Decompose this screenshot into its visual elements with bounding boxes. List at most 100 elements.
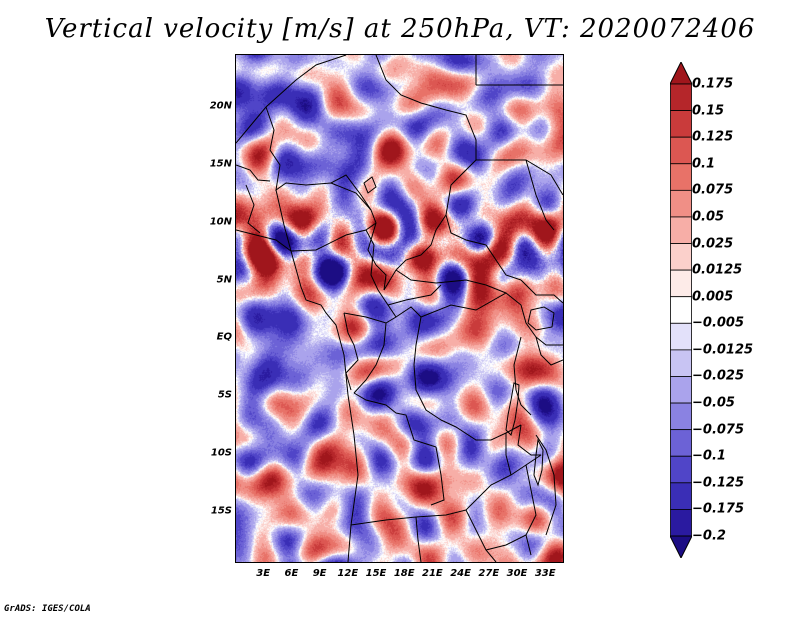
border-line	[236, 55, 347, 144]
colorbar-level-label: 0.1	[692, 156, 716, 172]
border-line	[265, 106, 372, 211]
border-line	[353, 392, 437, 448]
colorbar-swatch	[670, 83, 692, 111]
colorbar-level-label: 0.05	[692, 209, 725, 225]
colorbar-level-label: 0.125	[692, 129, 734, 145]
border-line	[440, 419, 522, 441]
colorbar-level-label: −0.1	[692, 448, 726, 464]
lake-malawi	[533, 438, 544, 487]
lat-tick-label: 15S	[210, 505, 232, 517]
colorbar-level-label: 0.025	[692, 236, 734, 252]
colorbar-swatch	[670, 216, 692, 244]
border-line	[415, 516, 422, 562]
colorbar-swatch	[670, 482, 692, 510]
colorbar-swatch	[670, 349, 692, 377]
colorbar-level-label: −0.075	[692, 422, 745, 438]
border-line	[365, 229, 397, 318]
lon-tick-label: 9E	[312, 568, 327, 579]
lat-tick-label: 20N	[209, 100, 232, 112]
border-line	[476, 159, 563, 196]
border-line	[353, 322, 387, 394]
lon-tick-label: 15E	[365, 568, 387, 579]
colorbar	[670, 62, 692, 558]
border-line	[465, 509, 497, 562]
coastline	[236, 229, 359, 562]
colorbar-swatch	[670, 455, 692, 484]
colorbar-level-label: −0.005	[692, 315, 745, 331]
lon-tick-label: 12E	[337, 568, 359, 579]
colorbar-swatch	[670, 509, 692, 537]
colorbar-level-label: −0.175	[692, 501, 745, 517]
lat-tick-label: 10S	[210, 447, 232, 459]
colorbar-level-label: −0.125	[692, 475, 745, 491]
colorbar-swatch	[670, 296, 692, 324]
software-credit: GrADS: IGES/COLA	[4, 604, 91, 614]
border-line	[387, 284, 442, 306]
colorbar-swatch	[670, 110, 692, 138]
border-line	[485, 534, 527, 551]
border-line	[343, 312, 359, 391]
border-line	[525, 464, 537, 556]
colorbar-level-label: −0.0125	[692, 342, 754, 358]
colorbar-max-arrow	[670, 62, 692, 85]
colorbar-level-label: 0.005	[692, 289, 734, 305]
border-line	[343, 306, 422, 324]
border-line	[520, 279, 563, 304]
colorbar-swatch	[670, 163, 692, 191]
lake-tanganyika	[505, 382, 520, 436]
border-line	[245, 184, 261, 234]
border-line	[445, 214, 522, 281]
colorbar-swatch	[670, 429, 692, 457]
lake-victoria	[527, 306, 555, 331]
lat-tick-label: EQ	[216, 331, 232, 343]
border-line	[420, 292, 537, 338]
border-line	[535, 336, 563, 346]
lon-tick-label: 3E	[256, 568, 271, 579]
border-line	[413, 316, 442, 421]
colorbar-level-label: −0.2	[692, 528, 726, 544]
colorbar-swatch	[670, 376, 692, 404]
map-panel	[235, 54, 564, 563]
lon-tick-label: 30E	[506, 568, 528, 579]
colorbar-swatch	[670, 243, 692, 271]
lake-chad	[363, 176, 377, 194]
border-line	[465, 454, 542, 511]
border-line	[375, 55, 477, 216]
lon-tick-label: 33E	[534, 568, 556, 579]
border-line	[290, 222, 377, 252]
border-line	[430, 446, 445, 506]
lat-tick-label: 10N	[209, 216, 232, 228]
colorbar-swatch	[670, 322, 692, 351]
colorbar-swatch	[670, 189, 692, 218]
colorbar-level-label: −0.05	[692, 395, 735, 411]
colorbar-level-label: −0.025	[692, 368, 745, 384]
lat-tick-label: 5S	[217, 389, 232, 401]
colorbar-swatch	[670, 402, 692, 431]
colorbar-swatch	[670, 136, 692, 165]
border-line	[383, 214, 447, 291]
border-line	[525, 159, 555, 231]
colorbar-level-label: 0.15	[692, 103, 725, 119]
lon-tick-label: 24E	[450, 568, 471, 579]
vertical-velocity-field	[236, 55, 563, 562]
border-line	[275, 189, 292, 252]
colorbar-level-label: 0.075	[692, 182, 734, 198]
colorbar-swatch	[670, 269, 692, 298]
lon-tick-label: 6E	[284, 568, 299, 579]
lon-tick-label: 21E	[422, 568, 443, 579]
lat-tick-label: 5N	[216, 274, 232, 286]
border-line	[535, 434, 557, 536]
border-line	[330, 174, 387, 291]
border-line	[395, 269, 507, 294]
lon-tick-label: 18E	[393, 568, 415, 579]
border-line	[513, 336, 532, 416]
border-line	[535, 336, 563, 366]
border-line	[505, 433, 512, 476]
colorbar-level-label: 0.0125	[692, 262, 743, 278]
colorbar-min-arrow	[670, 535, 692, 558]
border-line	[350, 509, 467, 526]
colorbar-level-label: 0.175	[692, 76, 734, 92]
country-borders	[236, 55, 563, 562]
lat-tick-label: 15N	[209, 158, 232, 170]
lon-tick-label: 27E	[478, 568, 500, 579]
